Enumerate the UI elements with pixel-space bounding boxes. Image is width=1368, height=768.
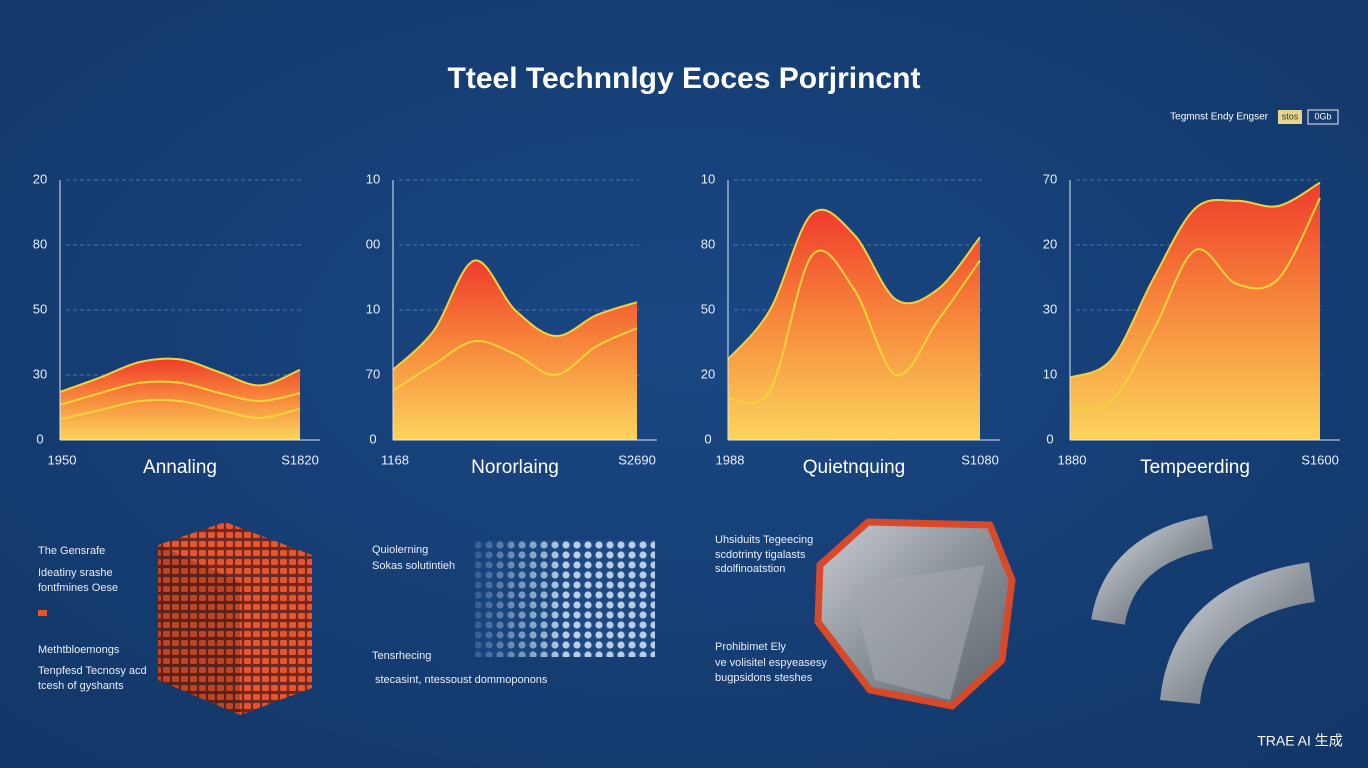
line (59, 398, 301, 421)
panel-text: Tenpfesd Tecnosy acd (38, 665, 147, 677)
legend-label: Tegmnst Endy Engser (1170, 112, 1268, 123)
line (727, 249, 981, 405)
chart: 0 10 30 20 70 1880 S1600 Tempeerding (1043, 171, 1340, 478)
panel-text: Prohibimet Ely (715, 641, 786, 653)
y-tick-label: 0 (1046, 431, 1053, 446)
line (59, 357, 301, 393)
y-tick-label: 0 (369, 431, 376, 446)
panel-text: Methtbloemongs (38, 644, 120, 656)
x-tick-label: S1080 (961, 452, 999, 467)
y-tick-label: 10 (366, 171, 380, 186)
panel-text: scdotrinty tigalasts (715, 549, 806, 561)
y-tick-label: 50 (701, 301, 715, 316)
panel-text: Ideatiny srashe (38, 567, 113, 579)
x-tick-label: S2690 (618, 452, 656, 467)
area (1070, 182, 1320, 440)
x-tick-label: 1168 (381, 452, 409, 467)
y-tick-label: 10 (1043, 366, 1057, 381)
panel-text: ve volisitel espyeasesy (715, 657, 827, 669)
line (392, 327, 638, 392)
panel-text: The Gensrafe (38, 545, 105, 557)
chart: 0 20 50 80 10 1988 S1080 Quietnquing (701, 171, 1000, 478)
panel-text: bugpsidons steshes (715, 672, 813, 684)
line (392, 259, 638, 371)
y-tick-label: 30 (1043, 301, 1057, 316)
y-tick-label: 20 (701, 366, 715, 381)
legend-badge: stos (1282, 111, 1299, 121)
y-tick-label: 30 (33, 366, 47, 381)
y-tick-label: 00 (366, 236, 380, 251)
y-tick-label: 20 (1043, 236, 1057, 251)
panel-text: fontfmines Oese (38, 582, 118, 594)
y-tick-label: 20 (33, 171, 47, 186)
y-tick-label: 0 (36, 431, 43, 446)
line (727, 208, 981, 361)
main-title: Tteel Technnlgy Eoces Porjrincnt (448, 62, 921, 95)
x-tick-label: 1950 (48, 452, 77, 467)
y-tick-label: 50 (33, 301, 47, 316)
line (59, 380, 301, 406)
panel-text: Uhsiduits Tegeecing (715, 534, 813, 546)
x-tick-label: 1880 (1058, 452, 1087, 467)
chart-title: Tempeerding (1140, 457, 1250, 478)
panel-text: Tensrhecing (372, 650, 431, 662)
chart-title: Nororlaing (471, 457, 559, 478)
legend-badge: 0Gb (1314, 111, 1331, 121)
legend-swatch (38, 610, 47, 616)
chart-title: Annaling (143, 457, 217, 478)
panel-text: sdolfinoatstion (715, 563, 785, 575)
chart: 0 30 50 80 20 1950 S1820 Annaling (33, 171, 320, 478)
watermark: TRAE AI 生成 (1257, 733, 1343, 749)
area (60, 358, 300, 440)
x-tick-label: S1600 (1301, 452, 1339, 467)
legend-badge-bg (1278, 110, 1302, 124)
legend-badge-bg (1307, 109, 1339, 125)
grain-illustration (475, 540, 655, 657)
y-tick-label: 10 (366, 301, 380, 316)
panel-text: Sokas solutintieh (372, 560, 455, 572)
line (1069, 197, 1321, 411)
y-tick-label: 80 (33, 236, 47, 251)
cube-illustration (158, 522, 312, 715)
x-tick-label: S1820 (281, 452, 319, 467)
line (1069, 181, 1321, 379)
y-tick-label: 10 (701, 171, 715, 186)
panel-text: stecasint, ntessoust dommoponons (375, 674, 548, 686)
chart-title: Quietnquing (803, 457, 905, 478)
y-tick-label: 70 (1043, 171, 1057, 186)
metal-chunk-illustration (814, 518, 1016, 710)
area (728, 209, 980, 440)
curved-blocks-illustration (1091, 515, 1316, 705)
y-tick-label: 0 (704, 431, 711, 446)
chart: 0 70 10 00 10 1168 S2690 Nororlaing (366, 171, 657, 478)
y-tick-label: 80 (701, 236, 715, 251)
x-tick-label: 1988 (716, 452, 745, 467)
area (393, 260, 637, 440)
panel-text: Quiolerning (372, 544, 428, 556)
y-tick-label: 70 (366, 366, 380, 381)
panel-text: tcesh of gyshants (38, 680, 124, 692)
